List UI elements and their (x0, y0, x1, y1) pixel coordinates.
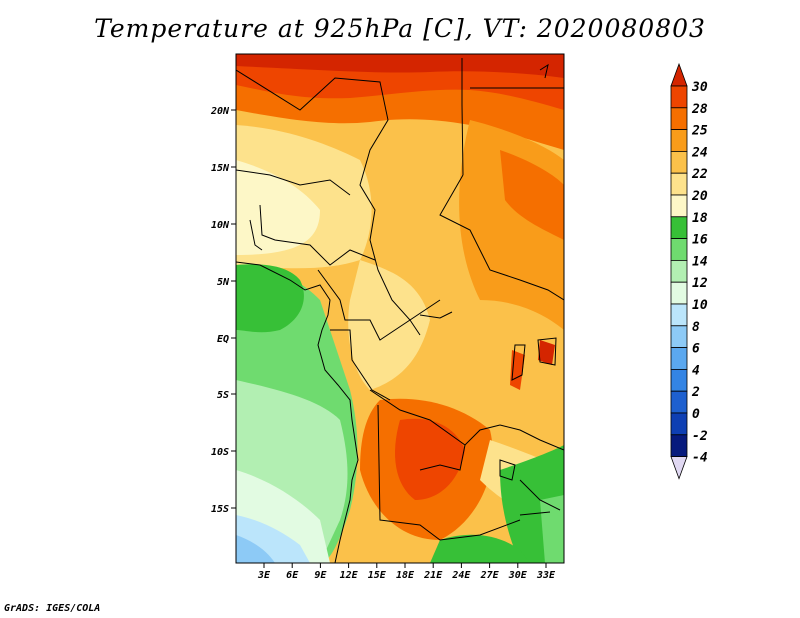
colorbar-swatch (670, 216, 688, 240)
longitude-axis: 3E 6E 9E 12E 15E 18E 21E 24E 27E 30E 33E (257, 563, 556, 581)
lat-label: 5N (217, 277, 230, 288)
colorbar-label: 6 (692, 342, 700, 357)
colorbar-label: 25 (691, 124, 708, 139)
lat-label: EQ (217, 334, 229, 345)
colorbar-swatch (670, 172, 688, 196)
colorbar-swatch (670, 390, 688, 414)
map-frame (235, 53, 565, 564)
lon-label: 12E (340, 570, 359, 581)
field-ocean-blue (236, 535, 275, 563)
colorbar-swatch (670, 412, 688, 436)
colorbar-top-arrow (670, 62, 688, 87)
colorbar-label: 8 (692, 320, 700, 335)
lon-label: 3E (257, 570, 271, 581)
lat-label: 15N (211, 163, 230, 174)
field-south-green (430, 534, 530, 563)
lon-label: 33E (536, 570, 556, 581)
colorbar-label: 22 (691, 167, 708, 182)
field-east-hot (500, 150, 564, 240)
lon-label: 18E (396, 570, 415, 581)
lon-label: 27E (480, 570, 500, 581)
field-lake-hot (538, 340, 555, 365)
colorbar-swatch (670, 238, 688, 261)
colorbar-bottom-arrow (670, 456, 688, 480)
colorbar-swatch (670, 347, 688, 370)
colorbar-label: 0 (692, 407, 700, 422)
lat-label: 10N (211, 220, 230, 231)
colorbar-label: 10 (692, 298, 708, 313)
borders (236, 58, 564, 563)
colorbar-swatch (670, 150, 688, 174)
lon-label: 6E (286, 570, 299, 581)
colorbar-label: 16 (692, 233, 708, 248)
colorbar-label: -2 (692, 429, 708, 444)
colorbar-swatch (670, 325, 688, 348)
temperature-field (236, 54, 564, 563)
lon-label: 24E (451, 570, 471, 581)
field-band-hot (236, 54, 564, 78)
field-gulf-green (236, 264, 304, 333)
lon-label: 9E (314, 570, 327, 581)
lat-label: 5S (217, 390, 229, 401)
field-west-pale (236, 160, 320, 255)
colorbar-swatch (670, 85, 688, 109)
field-south-hot (395, 418, 465, 500)
colorbar-label: 2 (691, 385, 700, 400)
colorbar-swatch (670, 129, 688, 152)
lat-label: 20N (210, 106, 230, 117)
colorbar-label: 28 (691, 102, 708, 117)
colorbar-swatch (670, 434, 688, 457)
colorbar-label: 30 (691, 80, 708, 95)
colorbar-swatch (670, 107, 688, 131)
colorbar-label: 20 (691, 189, 708, 204)
lon-label: 30E (508, 570, 528, 581)
lat-label: 10S (211, 447, 229, 458)
colorbar-swatch (670, 259, 688, 283)
colorbar-swatch (670, 194, 688, 218)
lat-label: 15S (211, 504, 229, 515)
latitude-axis: 20N 15N 10N 5N EQ 5S 10S 15S (210, 106, 236, 515)
colorbar-label: 12 (692, 276, 708, 291)
colorbar-swatch (670, 368, 688, 392)
colorbar-swatch (670, 303, 688, 327)
field-central-yellow (348, 260, 430, 390)
colorbar-label: 18 (692, 211, 708, 226)
lon-label: 15E (368, 570, 387, 581)
grads-credit: GrADS: IGES/COLA (4, 603, 101, 614)
colorbar-label: 14 (692, 254, 708, 269)
colorbar-label: -4 (692, 451, 708, 466)
lon-label: 21E (423, 570, 443, 581)
colorbar-label: 4 (692, 363, 700, 378)
map-title: Temperature at 925hPa [C], VT: 202008080… (94, 14, 706, 43)
colorbar-swatch (670, 281, 688, 305)
colorbar-label: 24 (691, 145, 708, 160)
